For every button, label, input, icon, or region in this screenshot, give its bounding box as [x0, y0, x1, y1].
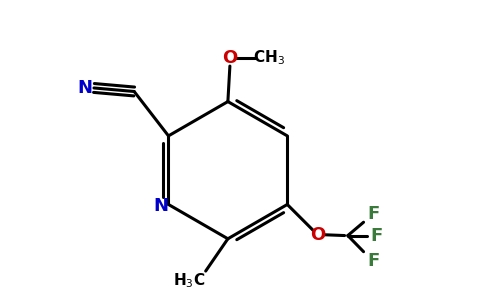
Text: O: O — [222, 49, 238, 67]
Text: N: N — [153, 197, 168, 215]
Text: O: O — [310, 226, 325, 244]
Text: N: N — [77, 79, 92, 97]
Text: F: F — [367, 205, 379, 223]
Text: H$_3$C: H$_3$C — [173, 271, 205, 290]
Text: F: F — [370, 226, 382, 244]
Text: CH$_3$: CH$_3$ — [254, 49, 286, 67]
Text: F: F — [367, 252, 379, 270]
